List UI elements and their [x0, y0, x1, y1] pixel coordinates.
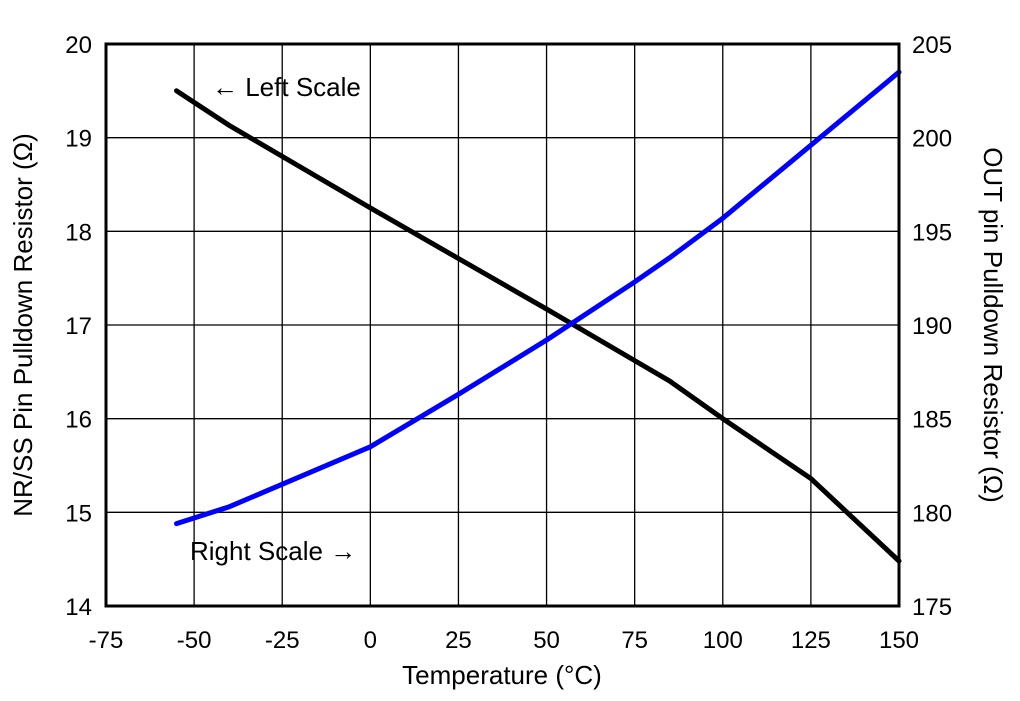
y-left-tick-label: 15 — [65, 500, 92, 527]
x-tick-label: 75 — [621, 627, 648, 654]
y-right-tick-label: 205 — [912, 32, 952, 59]
x-tick-label: -75 — [89, 627, 124, 654]
y-right-tick-label: 175 — [912, 594, 952, 621]
y-right-tick-label: 200 — [912, 126, 952, 153]
y-right-tick-label: 195 — [912, 219, 952, 246]
y-left-tick-label: 20 — [65, 32, 92, 59]
y-right-tick-label: 180 — [912, 500, 952, 527]
x-tick-label: 150 — [879, 627, 919, 654]
x-tick-label: 0 — [364, 627, 377, 654]
series-lines — [174, 69, 902, 564]
plot-frame — [104, 42, 901, 608]
y-axis-left-label: NR/SS Pin Pulldown Resistor (Ω) — [8, 133, 38, 517]
x-axis-label: Temperature (°C) — [402, 660, 602, 690]
series-nrss-pin-line — [174, 88, 902, 564]
x-tick-label: -50 — [177, 627, 212, 654]
x-tick-label: 25 — [445, 627, 472, 654]
y-left-tick-label: 19 — [65, 126, 92, 153]
series-out-pin-line — [174, 69, 902, 527]
x-tick-label: -25 — [265, 627, 300, 654]
y-right-tick-label: 190 — [912, 313, 952, 340]
y-left-tick-label: 14 — [65, 594, 92, 621]
annotation-right-scale: Right Scale → — [190, 536, 356, 566]
x-tick-label: 125 — [791, 627, 831, 654]
x-tick-label: 50 — [533, 627, 560, 654]
y-left-tick-label: 18 — [65, 219, 92, 246]
annotation-left-scale: ← Left Scale — [212, 72, 361, 102]
tick-labels: -75 -50 -25 0 25 50 75 100 125 150 14 15 16 17 18 19 20 1… — [65, 32, 952, 654]
y-left-tick-label: 16 — [65, 407, 92, 434]
y-left-tick-label: 17 — [65, 313, 92, 340]
y-axis-right-label: OUT pin Pulldown Resistor (Ω) — [978, 147, 1008, 503]
grid — [105, 43, 900, 607]
y-right-tick-label: 185 — [912, 407, 952, 434]
x-tick-label: 100 — [703, 627, 743, 654]
